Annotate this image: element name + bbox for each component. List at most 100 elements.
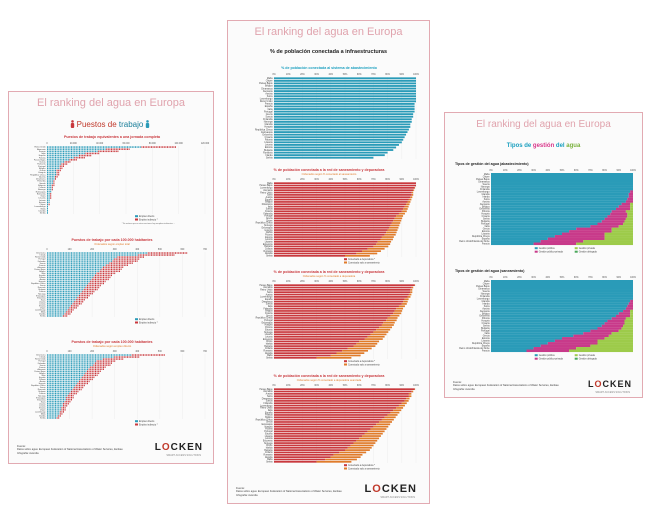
bar-segment	[71, 364, 72, 366]
legend-swatch	[344, 464, 347, 467]
bar-segment	[104, 356, 106, 358]
category-label: Alemania	[480, 203, 490, 206]
bar-segment	[95, 262, 96, 264]
bar-segment	[80, 252, 82, 254]
bar-segment	[152, 354, 154, 356]
bar-segment	[66, 252, 68, 254]
bar-stack	[379, 326, 393, 329]
bar	[47, 163, 68, 165]
bar-segment	[59, 301, 61, 303]
bar-segment	[48, 197, 50, 199]
category-label: Islandia	[482, 301, 491, 303]
bar-segment	[77, 154, 79, 157]
bar-segment	[67, 258, 69, 260]
category-label: Suiza	[267, 96, 273, 98]
bar	[274, 432, 365, 435]
tick-label: 20%	[300, 74, 305, 76]
bar-segment	[53, 394, 55, 397]
bar-segment	[114, 356, 116, 358]
bar-segment	[53, 256, 55, 258]
bar-segment	[66, 152, 68, 155]
bar-segment	[50, 169, 52, 172]
bar-segment	[59, 274, 61, 277]
bar-segment	[72, 152, 74, 155]
bar-segment	[117, 146, 119, 148]
bar-segment	[98, 268, 100, 270]
bar	[274, 138, 404, 141]
bar-segment	[69, 260, 71, 262]
bar-segment	[74, 264, 76, 266]
bar-segment	[67, 161, 69, 163]
bar-segment	[90, 270, 92, 273]
bar-segment	[74, 159, 76, 161]
bar-segment	[55, 165, 56, 167]
bar-segment	[72, 309, 74, 311]
area-segment	[554, 235, 605, 238]
category-label: Francia	[482, 243, 490, 246]
bar-segment	[55, 161, 56, 163]
tick-label: 20%	[517, 277, 522, 279]
bar-segment	[74, 146, 76, 148]
bar-segment	[58, 309, 60, 311]
bar-segment	[96, 368, 98, 370]
bar-segment	[71, 256, 72, 258]
bar-segment	[91, 150, 93, 153]
bar-segment	[56, 413, 58, 415]
bar-segment	[109, 148, 111, 150]
bar-segment	[119, 254, 120, 256]
bar-segment	[63, 366, 64, 368]
bar	[274, 126, 411, 128]
bar-segment	[106, 356, 108, 358]
bar-segment	[48, 417, 50, 419]
bar-segment	[93, 148, 95, 150]
area-segment	[491, 235, 555, 238]
bar-segment	[80, 384, 82, 387]
legend-swatch	[344, 258, 347, 261]
bar-segment	[59, 396, 61, 399]
bar	[47, 262, 133, 264]
area-segment	[491, 212, 611, 216]
bar-segment	[75, 146, 77, 148]
bar-segment	[88, 262, 90, 264]
category-label: Malta	[484, 280, 490, 283]
bar-segment	[63, 388, 64, 391]
bar-segment	[69, 270, 71, 273]
bar-segment	[71, 286, 72, 289]
bar-segment	[82, 366, 84, 368]
bar-segment	[87, 296, 88, 299]
bar-segment	[61, 405, 63, 407]
bar-segment	[51, 258, 53, 260]
bar-segment	[74, 262, 76, 264]
bar-segment	[82, 380, 84, 383]
bar-segment	[58, 392, 60, 395]
bar-segment	[66, 364, 68, 366]
bar-segment	[56, 384, 58, 387]
bar-segment	[61, 167, 63, 170]
bar-segment	[53, 278, 55, 281]
bar-segment	[67, 290, 69, 293]
bar-segment	[47, 280, 48, 283]
bar-segment	[58, 364, 60, 366]
bar-segment	[74, 152, 76, 155]
bar-segment	[61, 258, 63, 260]
category-label: Austria	[39, 175, 46, 178]
bar-segment	[125, 260, 127, 262]
bar-segment	[87, 368, 88, 370]
bar-segment	[61, 152, 63, 155]
bar-segment	[47, 315, 48, 317]
bar-segment	[82, 358, 84, 360]
category-label: Austria	[482, 200, 490, 203]
bar-segment	[87, 382, 88, 385]
category-label: Luxemburgo	[477, 190, 490, 193]
bar-segment	[61, 146, 63, 148]
category-label: Francia	[482, 350, 490, 353]
bar-segment	[67, 288, 69, 291]
bar-segment	[95, 288, 96, 291]
bar-segment	[47, 169, 48, 172]
category-label: Croacia	[265, 248, 273, 251]
bar-segment	[93, 262, 95, 264]
bar-segment	[51, 156, 53, 159]
bar-stack	[381, 324, 394, 326]
bar-segment	[55, 409, 56, 411]
category-label: Grecia	[266, 314, 273, 317]
